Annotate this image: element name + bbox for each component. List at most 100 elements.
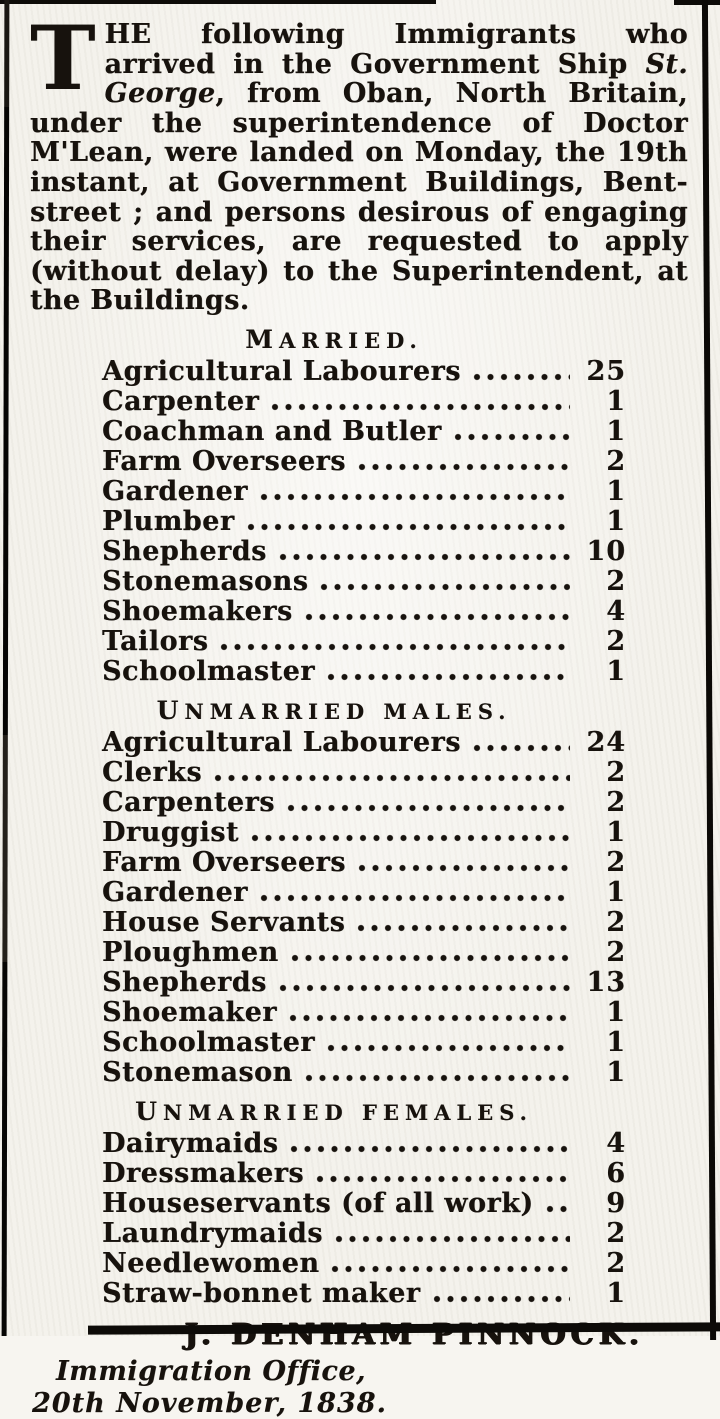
occupation-label: Needlewomen xyxy=(102,1247,320,1279)
occupation-label: House Servants xyxy=(102,906,346,938)
list-item: Ploughmen 2 xyxy=(102,936,626,968)
occupation-count: 1 xyxy=(606,655,626,687)
dot-leader xyxy=(218,642,570,651)
dot-leader xyxy=(329,1264,570,1273)
intro-text-1: HE following Immigrants who arrived in t… xyxy=(104,19,688,80)
list-item: Tailors 2 xyxy=(102,625,626,657)
occupation-count: 2 xyxy=(606,906,626,938)
dot-leader xyxy=(314,1174,570,1183)
occupation-label: Agricultural Labourers xyxy=(102,355,461,387)
occupation-label: Coachman and Butler xyxy=(102,415,442,447)
dot-leader xyxy=(332,1234,570,1243)
list-item: Schoolmaster 1 xyxy=(102,1026,626,1058)
dot-leader xyxy=(470,372,570,381)
list-item: Gardener 1 xyxy=(102,475,626,507)
occupation-label: Stonemason xyxy=(102,1056,293,1088)
occupation-count: 1 xyxy=(606,415,626,447)
occupation-label: Gardener xyxy=(102,876,248,908)
list-item: Druggist 1 xyxy=(102,816,626,848)
drop-cap: T xyxy=(30,6,96,110)
occupation-count: 2 xyxy=(606,625,626,657)
dot-leader xyxy=(324,1043,570,1052)
list-item: Farm Overseers 2 xyxy=(102,445,626,477)
occupation-count: 1 xyxy=(606,385,626,417)
occupation-count: 1 xyxy=(606,1277,626,1309)
occupation-count: 1 xyxy=(606,475,626,507)
section-heading-unmarried-females: UNMARRIED FEMALES. xyxy=(135,1096,533,1126)
dot-leader xyxy=(212,773,570,782)
occupation-label: Schoolmaster xyxy=(102,1026,315,1058)
occupation-count: 2 xyxy=(606,445,626,477)
occupation-label: Stonemasons xyxy=(102,565,309,597)
occupation-label: Plumber xyxy=(102,505,235,537)
ship-name: St. George xyxy=(104,48,688,110)
occupation-label: Ploughmen xyxy=(102,936,279,968)
section-heading-unmarried-males: UNMARRIED MALES. xyxy=(156,695,512,725)
list-item: Agricultural Labourers 25 xyxy=(102,355,626,387)
occupation-label: Agricultural Labourers xyxy=(102,726,461,758)
dot-leader xyxy=(269,402,570,411)
occupation-count: 25 xyxy=(586,355,626,387)
dot-leader xyxy=(543,1204,570,1213)
occupation-count: 1 xyxy=(606,505,626,537)
occupation-label: Houseservants (of all work) xyxy=(102,1187,534,1219)
unmarried-females-list: Dairymaids 4 Dressmakers 6 Houseservants (… xyxy=(102,1128,626,1309)
unmarried-males-list: Agricultural Labourers 24 Clerks 2 Carpent… xyxy=(102,726,626,1088)
intro-paragraph: T HE following Immigrants who arrived in … xyxy=(30,6,688,316)
occupation-count: 24 xyxy=(586,726,626,758)
occupation-count: 2 xyxy=(606,565,626,597)
occupation-count: 13 xyxy=(586,966,626,998)
top-right-rule xyxy=(674,0,720,5)
list-item: Carpenters 2 xyxy=(102,786,626,818)
occupation-count: 1 xyxy=(606,816,626,848)
occupation-count: 2 xyxy=(606,756,626,788)
list-item: Dressmakers 6 xyxy=(102,1157,626,1189)
list-item: Stonemasons 2 xyxy=(102,565,626,597)
occupation-count: 2 xyxy=(606,846,626,878)
occupation-label: Straw-bonnet maker xyxy=(102,1277,421,1309)
list-item: Agricultural Labourers 24 xyxy=(102,726,626,758)
dot-leader xyxy=(257,492,570,501)
dot-leader xyxy=(244,522,570,531)
occupation-count: 2 xyxy=(606,786,626,818)
dot-leader xyxy=(324,672,570,681)
list-item: Stonemason 1 xyxy=(102,1056,626,1088)
list-item: Shepherds 10 xyxy=(102,535,626,567)
dot-leader xyxy=(470,743,570,752)
dot-leader xyxy=(288,953,570,962)
list-item: Schoolmaster 1 xyxy=(102,655,626,687)
occupation-label: Farm Overseers xyxy=(102,445,346,477)
occupation-count: 6 xyxy=(606,1157,626,1189)
occupation-label: Gardener xyxy=(102,475,248,507)
dot-leader xyxy=(318,582,570,591)
dot-leader xyxy=(248,833,570,842)
occupation-count: 9 xyxy=(606,1187,626,1219)
list-item: Houseservants (of all work) 9 xyxy=(102,1187,626,1219)
dot-leader xyxy=(288,1144,570,1153)
office-line: Immigration Office, xyxy=(56,1355,366,1387)
list-item: Straw-bonnet maker 1 xyxy=(102,1277,626,1309)
occupation-label: Tailors xyxy=(102,625,209,657)
list-item: Plumber 1 xyxy=(102,505,626,537)
dot-leader xyxy=(276,552,570,561)
top-rule xyxy=(0,0,436,4)
list-item: Shoemaker 1 xyxy=(102,997,626,1028)
occupation-label: Laundrymaids xyxy=(102,1217,323,1249)
occupation-count: 10 xyxy=(586,535,626,567)
occupation-count: 2 xyxy=(606,1247,626,1279)
list-item: Shepherds 13 xyxy=(102,966,626,998)
occupation-label: Carpenters xyxy=(102,786,275,818)
occupation-label: Shepherds xyxy=(102,966,267,998)
dot-leader xyxy=(276,983,570,992)
occupation-label: Schoolmaster xyxy=(102,655,315,687)
occupation-label: Dressmakers xyxy=(102,1157,305,1189)
list-item: Coachman and Butler 1 xyxy=(102,415,626,447)
occupation-label: Shepherds xyxy=(102,535,267,567)
occupation-label: Shoemakers xyxy=(102,595,293,627)
dot-leader xyxy=(355,863,570,872)
list-item: Clerks 2 xyxy=(102,756,626,788)
dot-leader xyxy=(257,893,570,902)
occupation-count: 1 xyxy=(606,1056,626,1088)
list-item: Shoemakers 4 xyxy=(102,595,626,627)
